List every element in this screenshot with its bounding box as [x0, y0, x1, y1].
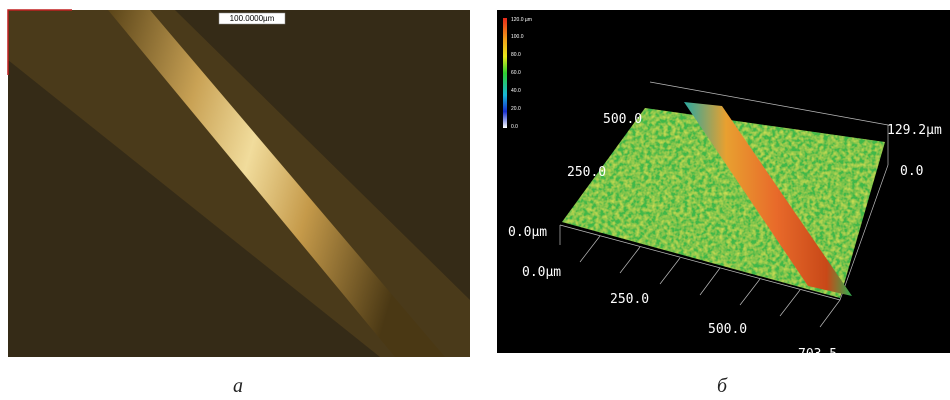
scale-label: 100.0000µm: [230, 14, 275, 23]
axis-label: 703.5: [798, 347, 837, 362]
z-label: 129.2µm: [887, 123, 942, 138]
axis-label: 0.0µm: [508, 225, 547, 240]
axis-label: 250.0: [567, 165, 606, 180]
colorbar-tick: 100.0: [511, 34, 524, 40]
colorbar-tick: 40.0: [511, 88, 521, 94]
caption: б: [717, 375, 728, 397]
axis-label: 500.0: [603, 112, 642, 127]
colorbar-title: 120.0 µm: [511, 17, 532, 23]
axis-label: 500.0: [708, 322, 747, 337]
axis-label: 250.0: [610, 292, 649, 307]
colorbar-tick: 80.0: [511, 52, 521, 58]
z-label: 0.0: [900, 164, 923, 179]
colorbar-tick: 60.0: [511, 70, 521, 76]
surface-plot: 120.0 µm 100.0 80.0 60.0 40.0 20.0 0.0 5…: [497, 10, 950, 362]
caption: а: [233, 375, 243, 397]
microscope-image: 100.0000µm: [8, 10, 470, 357]
figure: 100.0000µm а 120.0 µm 100.0 80.0 60.0 40…: [0, 0, 950, 400]
axis-label: 0.0µm: [522, 265, 561, 280]
colorbar-tick: 20.0: [511, 106, 521, 112]
colorbar-tick: 0.0: [511, 124, 518, 130]
